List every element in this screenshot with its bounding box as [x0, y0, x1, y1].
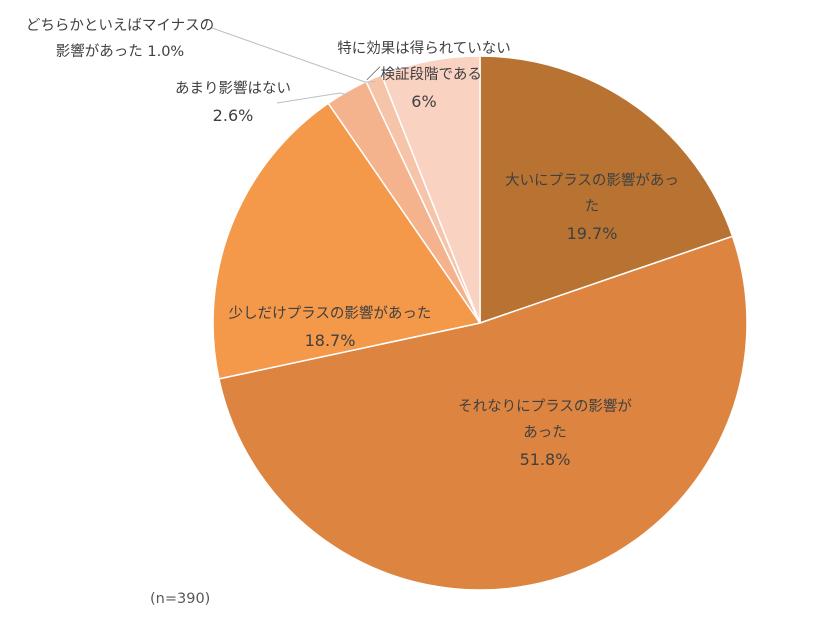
pie-slice-1 [479, 55, 734, 325]
leader-line-5 [211, 27, 376, 83]
slice-value-3: 18.7% [305, 331, 356, 350]
pie-slices [212, 55, 748, 591]
pie-slice-2 [218, 235, 748, 591]
slice-label-4-line-1: あまり影響はない [175, 79, 291, 97]
sample-size-note: (n=390) [150, 591, 210, 607]
slice-label-5-line-1: どちらかといえばマイナスの [26, 17, 214, 34]
slice-label-2-line-2: あった [523, 424, 567, 441]
slice-label-6-line-2: ／検証段階である [366, 66, 482, 83]
slice-value-1: 19.7% [567, 224, 618, 243]
slice-label-6-line-1: 特に効果は得られていない [337, 40, 511, 57]
slice-label-1-line-1: 大いにプラスの影響があっ [505, 171, 679, 189]
slice-label-2-line-1: それなりにプラスの影響が [458, 397, 632, 415]
slice-value-6: 6% [411, 92, 436, 111]
slice-value-4: 2.6% [213, 106, 254, 125]
slice-label-3-line-1: 少しだけプラスの影響があった [229, 304, 432, 322]
slice-label-1-line-2: た [585, 198, 600, 215]
pie-slice-3 [212, 102, 482, 380]
pie-slice-6 [380, 55, 481, 324]
leader-lines [211, 27, 376, 104]
slice-label-5-line-2: 影響があった 1.0% [56, 42, 184, 60]
leader-line-4 [276, 92, 349, 104]
slice-value-2: 51.8% [520, 450, 571, 469]
